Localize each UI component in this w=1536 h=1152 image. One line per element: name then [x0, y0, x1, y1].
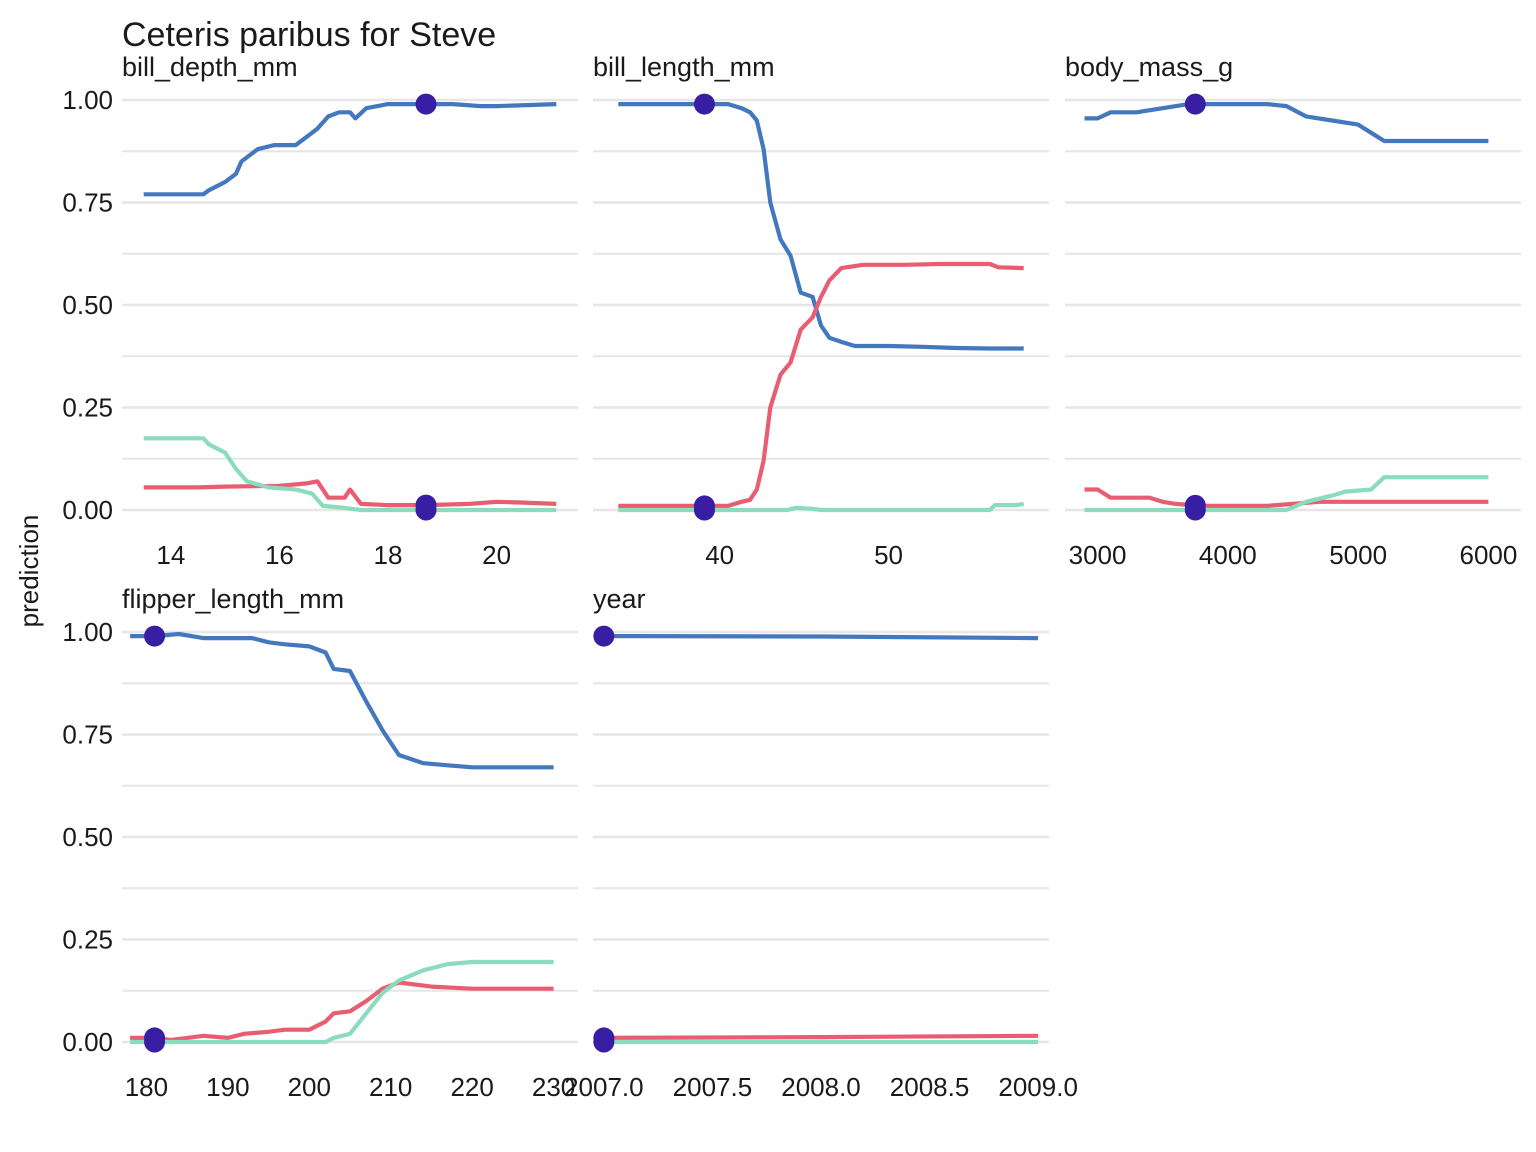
y-tick-label: 0.75 [62, 188, 113, 218]
x-tick-label: 40 [705, 540, 734, 570]
x-tick-label: 5000 [1329, 540, 1387, 570]
x-tick-label: 2008.0 [781, 1072, 861, 1102]
y-tick-label: 0.75 [62, 720, 113, 750]
series-line-1 [143, 102, 557, 197]
observation-point-1 [693, 93, 715, 115]
observation-point-3 [415, 499, 437, 521]
x-tick-label: 200 [288, 1072, 331, 1102]
x-tick-label: 2007.5 [673, 1072, 753, 1102]
x-tick-label: 14 [156, 540, 185, 570]
panel-title: body_mass_g [1065, 52, 1233, 82]
panel-title: bill_length_mm [593, 52, 775, 82]
observation-point-1 [144, 625, 166, 647]
x-tick-label: 210 [369, 1072, 412, 1102]
series-line-3 [1084, 475, 1489, 513]
observation-point-3 [1184, 499, 1206, 521]
series-line-3 [143, 436, 557, 513]
x-tick-label: 2009.0 [998, 1072, 1078, 1102]
observation-point-1 [593, 625, 615, 647]
x-tick-label: 2007.0 [564, 1072, 644, 1102]
panels: bill_depth_mm 0.00 0.25 0.50 0.75 1.00 14 16 18 2… [62, 52, 1521, 1102]
panel-title: year [593, 584, 646, 614]
series-line-3 [618, 501, 1024, 513]
y-tick-label: 0.50 [62, 822, 113, 852]
y-axis-title: prediction [14, 515, 44, 628]
series-line-2 [143, 479, 557, 508]
panel-title: flipper_length_mm [122, 584, 344, 614]
y-tick-label: 0.25 [62, 393, 113, 423]
observation-point-3 [144, 1031, 166, 1053]
x-tick-label: 18 [374, 540, 403, 570]
x-tick-label: 230 [532, 1072, 575, 1102]
series-line-3 [130, 959, 554, 1045]
series-line-1 [130, 631, 554, 770]
y-tick-label: 0.25 [62, 925, 113, 955]
panel-flipper-length-mm: flipper_length_mm 0.00 0.25 0.50 0.75 1.00 180… [62, 584, 578, 1102]
x-tick-label: 3000 [1069, 540, 1127, 570]
chart-title: Ceteris paribus for Steve [122, 16, 496, 54]
y-tick-label: 0.00 [62, 495, 113, 525]
series-line-1 [1084, 102, 1489, 144]
series-line-2 [603, 1033, 1039, 1040]
panel-title: bill_depth_mm [122, 52, 298, 82]
series-line-2 [618, 261, 1024, 508]
observation-point-3 [593, 1031, 615, 1053]
panel-body-mass-g: body_mass_g 3000 4000 5000 6000 [1065, 52, 1521, 570]
series-line-2 [1084, 487, 1489, 508]
series-line-1 [618, 102, 1024, 351]
x-tick-label: 4000 [1199, 540, 1257, 570]
panel-year: year 2007.0 2007.5 2008.0 2008.5 2009.0 [564, 584, 1078, 1102]
x-tick-label: 2008.5 [890, 1072, 970, 1102]
panel-bill-length-mm: bill_length_mm 40 50 [593, 52, 1049, 570]
y-tick-label: 1.00 [62, 617, 113, 647]
observation-point-3 [693, 499, 715, 521]
x-tick-label: 190 [206, 1072, 249, 1102]
x-tick-label: 220 [450, 1072, 493, 1102]
observation-point-1 [415, 93, 437, 115]
x-tick-label: 50 [874, 540, 903, 570]
x-tick-label: 16 [265, 540, 294, 570]
y-tick-label: 1.00 [62, 85, 113, 115]
x-tick-label: 6000 [1460, 540, 1518, 570]
x-tick-label: 180 [125, 1072, 168, 1102]
observation-point-1 [1184, 93, 1206, 115]
y-tick-label: 0.00 [62, 1027, 113, 1057]
panel-bill-depth-mm: bill_depth_mm 0.00 0.25 0.50 0.75 1.00 14 16 18 2… [62, 52, 578, 570]
x-tick-label: 20 [482, 540, 511, 570]
y-tick-label: 0.50 [62, 290, 113, 320]
series-line-1 [603, 634, 1039, 641]
